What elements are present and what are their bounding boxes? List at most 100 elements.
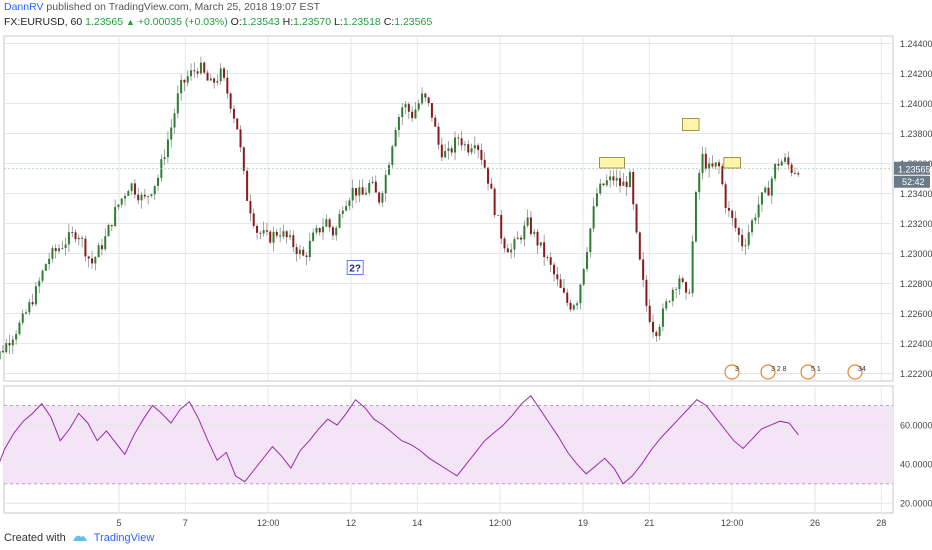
candle-body (157, 177, 160, 186)
candle-body (391, 146, 394, 166)
candle-body (170, 127, 173, 140)
candle-body (81, 237, 84, 239)
candle-body (203, 62, 206, 73)
candle-body (51, 248, 54, 259)
candle-body (249, 200, 252, 214)
author-link[interactable]: DannRV (4, 1, 44, 13)
candle-body (322, 226, 325, 233)
candle-body (635, 204, 638, 233)
candle-body (708, 163, 711, 169)
economic-event-flag-icon (760, 364, 776, 380)
candle-body (275, 231, 278, 236)
candle-body (572, 305, 575, 310)
candle-body (424, 93, 427, 98)
candle-body (219, 68, 222, 82)
candle-body (440, 144, 443, 158)
candle-body (701, 153, 704, 174)
candle-body (559, 279, 562, 288)
candle-body (107, 224, 110, 237)
candle-body (64, 244, 67, 248)
candle-body (41, 270, 44, 281)
candle-body (566, 292, 569, 303)
candle-body (61, 247, 64, 249)
candle-body (543, 242, 546, 258)
rsi-tick-label: 60.0000 (900, 421, 932, 431)
candle-body (457, 137, 460, 139)
candle-body (628, 171, 631, 187)
candle-body (454, 137, 457, 153)
candle-body (444, 150, 447, 158)
candle-body (727, 207, 730, 211)
candle-body (236, 118, 239, 130)
time-tick-label: 12:00 (257, 518, 280, 528)
candle-body (94, 257, 97, 264)
candle-body (711, 163, 714, 167)
candle-body (411, 111, 414, 119)
candle-body (279, 235, 282, 237)
candle-body (721, 166, 724, 185)
candle-body (612, 176, 615, 181)
candle-body (688, 292, 691, 294)
tradingview-brand[interactable]: TradingView (93, 532, 155, 544)
candle-body (190, 70, 193, 77)
price-tick-label: 1.23000 (900, 249, 932, 259)
candle-body (246, 170, 249, 201)
candle-body (213, 78, 216, 83)
candle-body (681, 278, 684, 283)
low-value: 1.23518 (342, 16, 381, 28)
candle-body (510, 249, 513, 253)
economic-event-count: 3 2 8 (771, 366, 787, 373)
candle-body (767, 187, 770, 196)
candle-body (1, 351, 4, 353)
candle-body (774, 163, 777, 179)
candle-body (242, 147, 245, 171)
candle-body (110, 224, 113, 227)
candle-body (232, 108, 235, 119)
candle-body (671, 289, 674, 302)
price-tick-label: 1.23200 (900, 219, 932, 229)
candle-body (117, 204, 120, 208)
candle-body (764, 187, 767, 193)
candle-body (256, 225, 259, 233)
candle-body (295, 247, 298, 255)
candle-body (186, 76, 189, 83)
price-tick-label: 1.22200 (900, 369, 932, 379)
tradingview-logo-icon (72, 535, 87, 541)
candle-body (180, 79, 183, 94)
candle-body (15, 334, 18, 340)
candle-body (483, 159, 486, 168)
candle-body (153, 185, 156, 195)
price-chart[interactable]: 1.244001.242001.240001.238001.236001.234… (0, 32, 932, 528)
candle-body (262, 230, 265, 234)
candle-body (569, 302, 572, 310)
candle-body (757, 204, 760, 218)
candle-body (150, 194, 153, 196)
candle-body (595, 193, 598, 207)
candle-body (642, 259, 645, 280)
candle-body (34, 286, 37, 305)
high-value: 1.23570 (293, 16, 332, 28)
candle-body (282, 231, 285, 237)
candle-body (661, 308, 664, 327)
candle-body (463, 144, 466, 146)
candle-body (100, 245, 103, 250)
candle-body (355, 188, 358, 196)
last-price-tag (894, 161, 930, 175)
candle-body (529, 217, 532, 234)
rsi-band (4, 405, 893, 484)
candle-body (513, 239, 516, 250)
candle-body (348, 200, 351, 207)
candle-body (285, 231, 288, 238)
candle-body (770, 178, 773, 196)
candle-body (562, 287, 565, 293)
candle-body (315, 227, 318, 233)
candle-body (25, 312, 28, 314)
candle-body (124, 195, 127, 199)
candle-body (351, 188, 354, 201)
candle-body (487, 167, 490, 184)
time-tick-label: 21 (644, 518, 654, 528)
candle-body (460, 138, 463, 146)
candle-body (754, 217, 757, 221)
candle-body (582, 268, 585, 285)
candle-body (797, 173, 800, 175)
